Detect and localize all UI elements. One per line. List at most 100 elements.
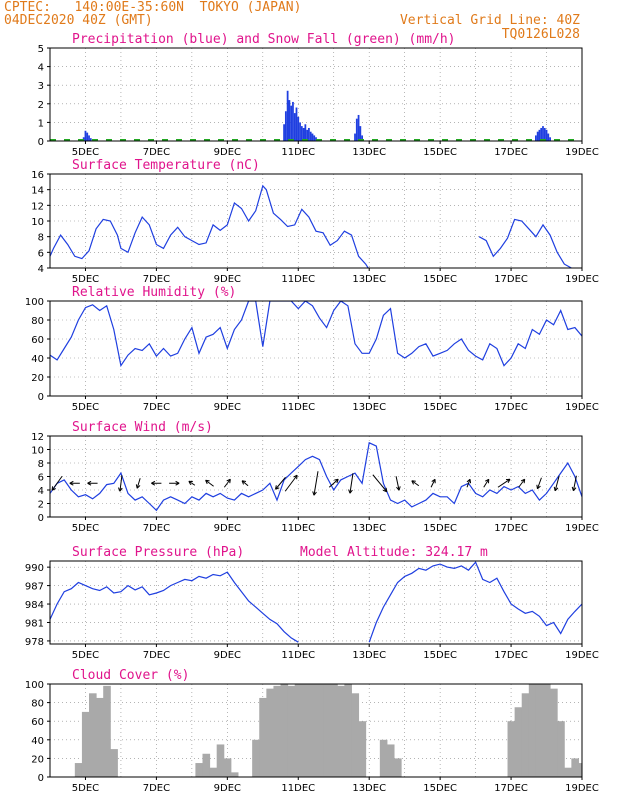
header-date: 04DEC2020 40Z (GMT): [4, 13, 153, 28]
wind-arrow: [571, 475, 577, 492]
header-title: CPTEC: 140:00E-35:60N TOKYO (JAPAN): [4, 0, 302, 15]
plot-frame: [49, 683, 583, 778]
cloud-bar: [89, 693, 97, 777]
x-tick-label: 5DEC: [72, 650, 99, 661]
cloud-bar: [358, 721, 367, 777]
wind-arrow: [536, 477, 542, 490]
precip-bar: [545, 129, 548, 141]
precip-bar: [306, 129, 309, 141]
y-tick-label: 4: [38, 264, 44, 275]
cloud-bar: [294, 684, 303, 777]
cloud-bar: [316, 684, 324, 777]
y-tick-label: 100: [25, 297, 44, 308]
panel-annotation: Model Altitude: 324.17 m: [300, 545, 488, 560]
wind-arrow: [69, 480, 80, 486]
x-tick-label: 19DEC: [565, 402, 599, 413]
wind-arrow: [372, 474, 388, 493]
x-tick-label: 9DEC: [214, 402, 241, 413]
precip-bar: [300, 126, 303, 141]
cloud-bar: [195, 763, 204, 777]
y-tick-label: 984: [25, 600, 44, 611]
cloud-bar: [81, 711, 90, 777]
wind-arrow: [497, 478, 511, 488]
series-line: [50, 571, 299, 643]
precip-bar: [292, 101, 294, 141]
precip-bar: [313, 135, 316, 141]
y-tick-label: 10: [31, 446, 44, 457]
y-tick-label: 6: [38, 473, 44, 484]
wind-arrow: [348, 473, 354, 494]
wind-arrow: [430, 478, 436, 488]
x-tick-label: 11DEC: [281, 274, 315, 285]
y-tick-label: 80: [31, 699, 44, 710]
panel-title: Surface Wind (m/s): [72, 420, 213, 435]
x-tick-label: 13DEC: [352, 783, 386, 794]
precip-bar: [283, 124, 285, 141]
x-tick-label: 11DEC: [281, 783, 315, 794]
wind-arrow: [241, 480, 249, 487]
precip-bar: [535, 135, 537, 141]
cloud-bar: [386, 744, 395, 777]
precip-bar: [293, 113, 296, 141]
precip-bar: [357, 114, 360, 141]
precip-bar: [86, 132, 89, 141]
cloud-bar: [578, 763, 582, 777]
cloud-bar: [96, 697, 104, 777]
x-tick-label: 7DEC: [143, 274, 170, 285]
y-tick-label: 0: [38, 513, 44, 524]
y-tick-label: 40: [31, 736, 44, 747]
y-tick-label: 0: [38, 392, 44, 403]
cloud-bar: [287, 685, 296, 777]
precip-bar: [547, 133, 550, 141]
cloud-bar: [323, 684, 331, 777]
cloud-bar: [571, 758, 579, 777]
wind-arrow: [395, 476, 401, 491]
y-tick-label: 0: [38, 137, 44, 148]
cloud-bar: [564, 767, 572, 777]
precip-bar: [284, 111, 287, 141]
wind-arrow: [518, 478, 526, 488]
y-tick-label: 16: [31, 170, 44, 181]
series-line-segment: [368, 561, 582, 643]
wind-arrow: [275, 476, 286, 490]
header-grid-info: Vertical Grid Line: 40Z: [399, 13, 580, 28]
x-tick-label: 7DEC: [143, 650, 170, 661]
cloud-bar: [351, 693, 360, 777]
cloud-bar: [542, 684, 551, 777]
data-layer: [74, 684, 582, 777]
cloud-bar: [535, 684, 544, 777]
cloud-bar: [280, 684, 289, 777]
precip-bar: [286, 90, 289, 141]
y-tick-label: 60: [31, 335, 44, 346]
x-tick-label: 17DEC: [494, 783, 528, 794]
x-tick-label: 17DEC: [494, 402, 528, 413]
y-tick-label: 20: [31, 373, 44, 384]
y-tick-label: 990: [25, 563, 44, 574]
y-tick-label: 981: [25, 618, 44, 629]
x-tick-label: 17DEC: [494, 523, 528, 534]
x-tick-label: 13DEC: [352, 274, 386, 285]
y-tick-label: 40: [31, 354, 44, 365]
cloud-bar: [330, 684, 338, 777]
y-tick-label: 14: [31, 186, 44, 197]
y-tick-label: 987: [25, 582, 44, 593]
y-tick-label: 5: [38, 44, 44, 55]
x-tick-label: 15DEC: [423, 274, 457, 285]
x-tick-label: 7DEC: [143, 147, 170, 158]
y-tick-label: 100: [25, 680, 44, 691]
precip-bar: [304, 124, 307, 141]
cloud-bar: [394, 758, 402, 777]
x-tick-label: 19DEC: [565, 147, 599, 158]
x-tick-label: 7DEC: [143, 402, 170, 413]
x-tick-label: 17DEC: [494, 274, 528, 285]
panel-title: Relative Humidity (%): [72, 285, 236, 300]
wind-arrow: [483, 478, 490, 488]
x-tick-label: 11DEC: [281, 523, 315, 534]
data-layer: [50, 184, 572, 268]
panel-4: [47, 560, 583, 647]
x-tick-label: 15DEC: [423, 402, 457, 413]
panel-2: [47, 300, 583, 399]
data-layer: [50, 90, 582, 141]
y-tick-label: 2: [38, 500, 44, 511]
x-tick-label: 17DEC: [494, 147, 528, 158]
